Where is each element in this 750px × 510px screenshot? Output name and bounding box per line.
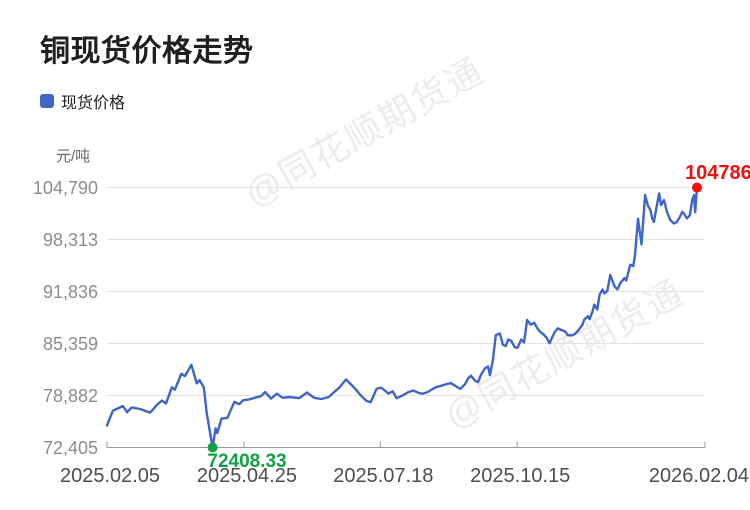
min-value-annotation: 72408.33 bbox=[207, 451, 287, 472]
spot-price-line-series bbox=[105, 186, 699, 449]
max-value-annotation: 104786 bbox=[685, 162, 750, 184]
y-axis-tick-label: 98,313 bbox=[42, 229, 98, 250]
x-axis-tick-label: 2026.02.04 bbox=[648, 465, 749, 487]
max-point-dot bbox=[692, 182, 702, 193]
y-axis-tick-label: 78,882 bbox=[42, 385, 98, 406]
y-axis-tick-label: 104,790 bbox=[32, 177, 98, 198]
x-axis-tick-label: 2025.04.25 bbox=[196, 465, 297, 487]
min-point-dot bbox=[207, 442, 218, 453]
x-axis-tick-label: 2025.02.05 bbox=[59, 465, 161, 487]
y-axis-unit-label: 元/吨 bbox=[56, 148, 91, 165]
x-axis-tick-label: 2025.07.18 bbox=[333, 465, 434, 487]
y-axis-tick-label: 85,359 bbox=[42, 333, 98, 354]
y-axis-tick-label: 72,405 bbox=[42, 437, 98, 458]
legend-color-swatch bbox=[40, 94, 54, 108]
legend-item-spot-price[interactable]: 现货价格 bbox=[40, 89, 125, 113]
page-title: 铜现货价格走势 bbox=[40, 35, 254, 68]
y-axis-tick-label: 91,836 bbox=[42, 281, 98, 302]
legend-label: 现货价格 bbox=[61, 95, 126, 112]
x-axis-tick-label: 2025.10.15 bbox=[470, 465, 571, 487]
